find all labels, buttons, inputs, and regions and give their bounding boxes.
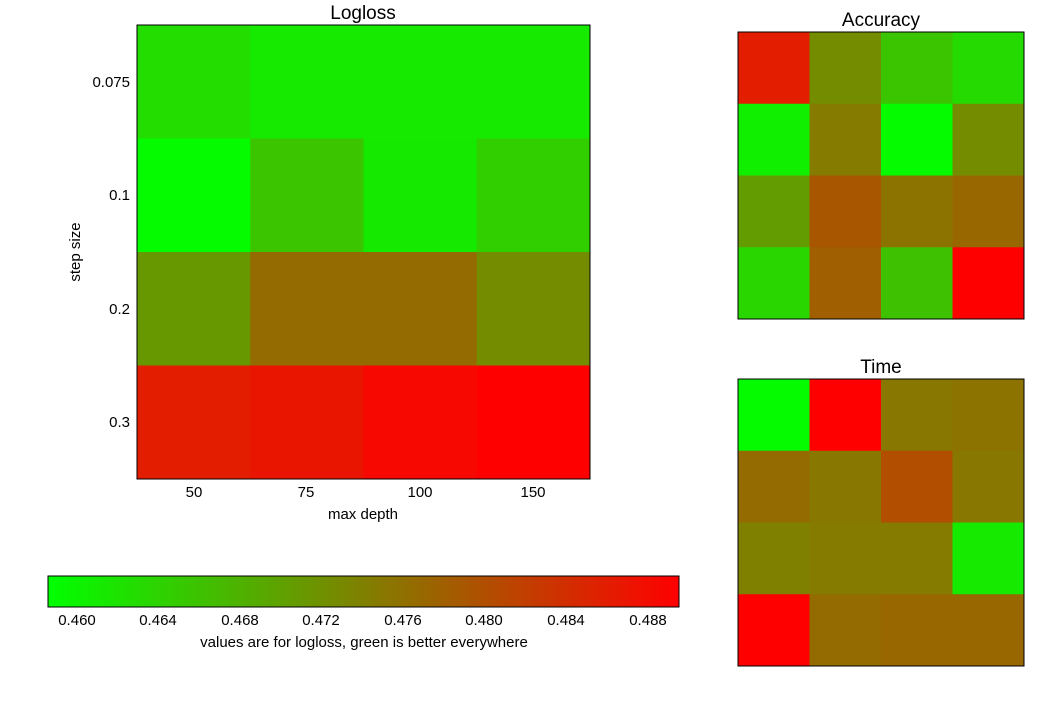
logloss-cells [137,25,591,480]
time-cell-1-2 [881,450,953,523]
logloss-cell-3-2 [363,365,478,480]
colorbar-tick-7: 0.488 [629,612,667,629]
time-cell-2-3 [952,522,1025,595]
time-cell-0-1 [809,379,882,452]
time-cell-1-0 [738,450,810,523]
accuracy-cell-2-0 [738,175,810,248]
accuracy-cell-1-3 [952,103,1025,176]
accuracy-frame [737,31,1025,320]
accuracy-cell-2-1 [809,175,882,248]
logloss-cell-2-2 [363,252,478,366]
time-cell-0-0 [738,379,810,452]
logloss-ytick-1: 0.1 [109,187,130,204]
logloss-xtick-2: 100 [407,484,432,501]
colorbar-tick-5: 0.480 [465,612,503,629]
logloss-cell-3-3 [476,365,591,480]
time-cell-0-2 [881,379,953,452]
colorbar-tick-1: 0.464 [139,612,177,629]
time-title: Time [860,357,902,378]
colorbar-tick-3: 0.472 [302,612,340,629]
accuracy-cell-1-2 [881,103,953,176]
logloss-xtick-0: 50 [186,484,203,501]
logloss-ytick-0: 0.075 [92,74,130,91]
logloss-cell-0-3 [476,25,591,139]
time-cell-2-2 [881,522,953,595]
accuracy-cell-3-0 [738,247,810,320]
time-cell-1-3 [952,450,1025,523]
logloss-title: Logloss [330,3,396,24]
logloss-xtick-1: 75 [298,484,315,501]
logloss-chart: Logloss 0.075 0.1 0.2 0.3 50 75 100 150 … [67,3,591,523]
time-cell-1-1 [809,450,882,523]
logloss-cell-2-3 [476,252,591,366]
accuracy-chart: Accuracy [737,10,1025,320]
logloss-ytick-2: 0.2 [109,301,130,318]
logloss-cell-2-1 [250,252,364,366]
logloss-cell-0-2 [363,25,478,139]
logloss-xlabel: max depth [328,506,398,523]
colorbar-tick-0: 0.460 [58,612,96,629]
logloss-cell-0-0 [137,25,251,139]
time-cell-2-0 [738,522,810,595]
logloss-cell-1-1 [250,138,364,253]
accuracy-cell-0-2 [881,32,953,105]
time-cells [738,379,1025,667]
logloss-cell-3-0 [137,365,251,480]
logloss-cell-1-0 [137,138,251,253]
accuracy-cells [738,32,1025,320]
colorbar-gradient [47,575,680,608]
time-cell-3-0 [738,594,810,667]
time-cell-2-1 [809,522,882,595]
accuracy-title: Accuracy [842,10,921,31]
accuracy-cell-3-2 [881,247,953,320]
accuracy-cell-0-1 [809,32,882,105]
colorbar: 0.460 0.464 0.468 0.472 0.476 0.480 0.48… [47,575,680,651]
colorbar-ticks: 0.460 0.464 0.468 0.472 0.476 0.480 0.48… [58,612,667,629]
logloss-cell-2-0 [137,252,251,366]
time-chart: Time [737,357,1025,667]
colorbar-tick-2: 0.468 [221,612,259,629]
accuracy-cell-1-1 [809,103,882,176]
colorbar-tick-4: 0.476 [384,612,422,629]
accuracy-cell-1-0 [738,103,810,176]
logloss-cell-0-1 [250,25,364,139]
logloss-xtick-3: 150 [520,484,545,501]
accuracy-cell-3-3 [952,247,1025,320]
logloss-ylabel: step size [67,222,84,281]
logloss-ticks: 0.075 0.1 0.2 0.3 50 75 100 150 [92,74,545,501]
logloss-ytick-3: 0.3 [109,414,130,431]
accuracy-cell-2-3 [952,175,1025,248]
logloss-cell-1-2 [363,138,478,253]
time-frame [737,378,1025,667]
logloss-cell-3-1 [250,365,364,480]
time-cell-0-3 [952,379,1025,452]
time-cell-3-1 [809,594,882,667]
accuracy-cell-0-0 [738,32,810,105]
colorbar-label: values are for logloss, green is better … [200,634,528,651]
logloss-cell-1-3 [476,138,591,253]
accuracy-cell-3-1 [809,247,882,320]
accuracy-cell-0-3 [952,32,1025,105]
time-cell-3-2 [881,594,953,667]
logloss-frame [136,24,591,480]
time-cell-3-3 [952,594,1025,667]
colorbar-tick-6: 0.484 [547,612,585,629]
accuracy-cell-2-2 [881,175,953,248]
